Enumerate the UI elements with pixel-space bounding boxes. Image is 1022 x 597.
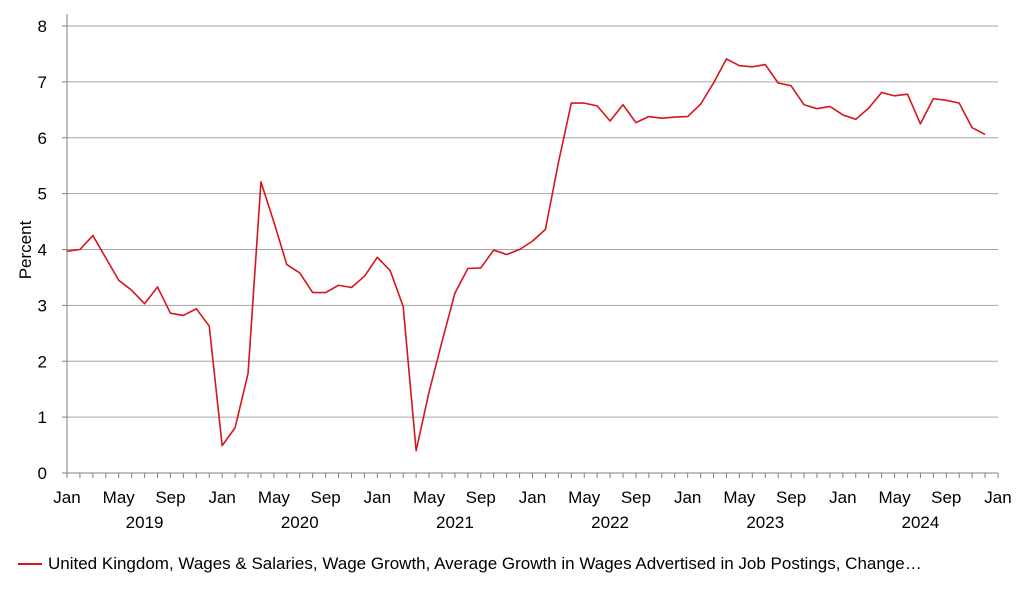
- x-tick-label: May: [723, 488, 756, 507]
- y-tick-label: 7: [38, 73, 47, 92]
- y-tick-label: 2: [38, 352, 47, 371]
- x-year-label: 2023: [746, 513, 784, 532]
- x-tick-label: Jan: [829, 488, 856, 507]
- y-tick-label: 3: [38, 296, 47, 315]
- x-tick-label: Jan: [364, 488, 391, 507]
- x-tick-label: Jan: [519, 488, 546, 507]
- y-tick-label: 8: [38, 17, 47, 36]
- x-year-label: 2019: [126, 513, 164, 532]
- y-tick-label: 0: [38, 464, 47, 483]
- y-axis-tick-labels: 0 1 2 3 4 5 6 7 8: [38, 17, 47, 483]
- x-axis-year-labels: 2019 2020 2021 2022 2023 2024: [126, 513, 940, 532]
- x-tick-label: Sep: [621, 488, 651, 507]
- x-tick-label: Jan: [53, 488, 80, 507]
- x-tick-label: Sep: [466, 488, 496, 507]
- x-tick-label: May: [878, 488, 911, 507]
- x-axis-tick-labels: Jan May Sep Jan May Sep Jan May Sep Jan May Sep Jan M…: [53, 488, 1011, 507]
- gridlines: [67, 25, 998, 418]
- x-tick-label: Sep: [931, 488, 961, 507]
- x-tick-label: May: [413, 488, 446, 507]
- y-tick-label: 4: [38, 241, 47, 260]
- x-tick-label: Jan: [208, 488, 235, 507]
- x-tick-label: Sep: [310, 488, 340, 507]
- x-tick-label: Sep: [776, 488, 806, 507]
- series-lines: [66, 58, 986, 452]
- axes: [62, 14, 999, 478]
- x-year-label: 2021: [436, 513, 474, 532]
- x-tick-label: Jan: [674, 488, 701, 507]
- x-tick-label: Jan: [984, 488, 1011, 507]
- x-tick-label: Sep: [155, 488, 185, 507]
- x-year-label: 2020: [281, 513, 319, 532]
- y-tick-label: 6: [38, 129, 47, 148]
- legend-label: United Kingdom, Wages & Salaries, Wage G…: [48, 554, 922, 573]
- x-tick-label: May: [568, 488, 601, 507]
- y-tick-label: 5: [38, 185, 47, 204]
- legend-swatch: [18, 563, 42, 565]
- x-tick-label: May: [258, 488, 291, 507]
- x-year-label: 2022: [591, 513, 629, 532]
- x-tick-label: May: [103, 488, 136, 507]
- y-tick-label: 1: [38, 408, 47, 427]
- legend: United Kingdom, Wages & Salaries, Wage G…: [18, 554, 1018, 574]
- x-year-label: 2024: [902, 513, 940, 532]
- series-line-0: [66, 58, 986, 452]
- y-axis-title: Percent: [16, 220, 35, 279]
